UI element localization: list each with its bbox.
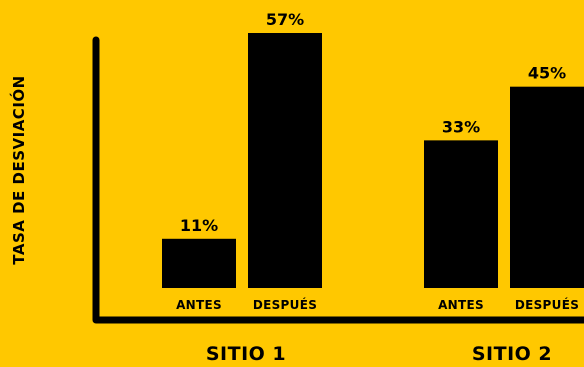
group-2-value-label-1: 33% <box>442 117 480 136</box>
group-2-category-label-2: DESPUÉS <box>515 297 579 312</box>
group-2-value-label-2: 45% <box>528 64 566 83</box>
group-1-value-label-2: 57% <box>266 10 304 29</box>
group-1-category-label-1: ANTES <box>176 298 222 312</box>
group-1-bar-2 <box>248 33 322 288</box>
group-2-bar-1 <box>424 140 498 288</box>
group-1-bar-1 <box>162 238 236 288</box>
group-2-bar-2 <box>510 86 584 289</box>
y-axis-label: TASA DE DESVIACIÓN <box>9 75 28 264</box>
group-1-value-label-1: 11% <box>180 216 218 235</box>
group-1-label: SITIO 1 <box>206 343 286 365</box>
group-2-category-label-1: ANTES <box>438 298 484 312</box>
group-1-category-label-2: DESPUÉS <box>253 297 317 312</box>
group-2-label: SITIO 2 <box>472 343 552 365</box>
chart-marks: 11% ANTES 57% DESPUÉS SITIO 1 33% ANTES 45% DESP… <box>162 10 584 365</box>
axis-line <box>92 36 584 324</box>
